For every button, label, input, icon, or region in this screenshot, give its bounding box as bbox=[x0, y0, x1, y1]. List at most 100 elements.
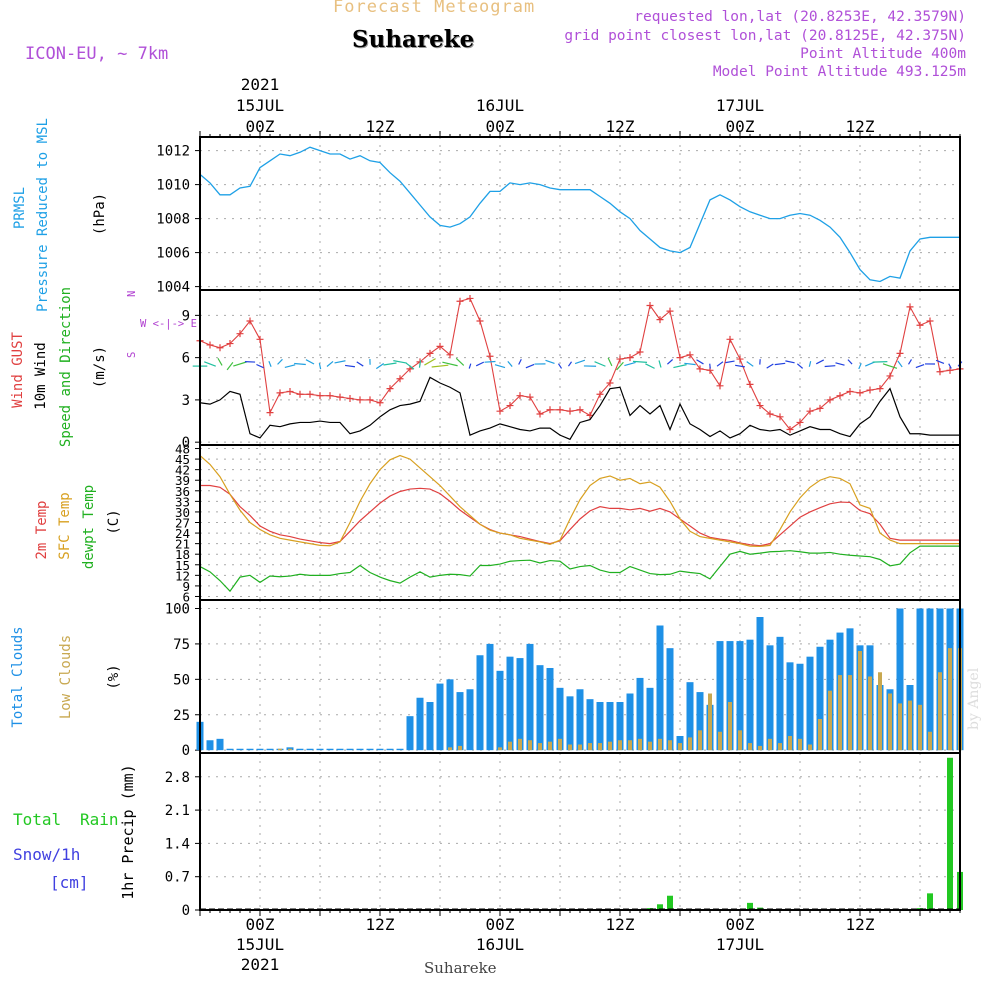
gust-marker bbox=[446, 351, 454, 359]
total-clouds-bar bbox=[696, 692, 704, 751]
total-clouds-bar bbox=[486, 643, 494, 751]
total-clouds-bar bbox=[236, 748, 244, 751]
total-clouds-bar bbox=[566, 696, 574, 751]
bottom-time-label: 00Z bbox=[486, 915, 515, 934]
wind-direction-arrow bbox=[835, 362, 845, 366]
gust-marker bbox=[596, 390, 604, 398]
gust-marker bbox=[676, 354, 684, 362]
low-clouds-bar bbox=[868, 676, 872, 751]
gust-marker bbox=[426, 349, 434, 357]
pressure-subtitle: Pressure Reduced to MSL bbox=[35, 118, 51, 312]
low-clouds-bar bbox=[878, 672, 882, 751]
total-clouds-bar bbox=[796, 663, 804, 751]
wind-direction-arrow bbox=[494, 364, 506, 369]
wind-direction-arrow bbox=[696, 359, 704, 365]
low-clouds-bar bbox=[448, 747, 452, 751]
wind-direction-arrow bbox=[431, 364, 449, 368]
total-clouds-bar bbox=[656, 625, 664, 751]
low-clouds-bar bbox=[458, 745, 462, 751]
total-clouds-bar bbox=[466, 689, 474, 751]
wind-direction-arrow bbox=[808, 361, 812, 367]
y-tick-label: 2.8 bbox=[165, 770, 190, 786]
total-clouds-bar bbox=[576, 689, 584, 751]
top-time-label: 00Z bbox=[246, 117, 275, 136]
gust-marker bbox=[476, 317, 484, 325]
wind-direction-arrow bbox=[233, 361, 247, 367]
y-tick-label: 27 bbox=[175, 516, 190, 531]
y-tick-label: 45 bbox=[175, 452, 190, 467]
total-clouds-bar bbox=[396, 748, 404, 751]
gust-marker bbox=[746, 380, 754, 388]
gust-marker bbox=[786, 426, 794, 433]
total-clouds-title: Total Clouds bbox=[10, 626, 26, 727]
total-clouds-bar bbox=[716, 641, 724, 751]
snow-title: Snow/1h bbox=[13, 845, 80, 864]
gust-marker bbox=[536, 410, 544, 418]
clouds-unit: (%) bbox=[106, 664, 122, 689]
total-clouds-bar bbox=[926, 608, 934, 751]
total-clouds-bar bbox=[376, 748, 384, 751]
app-title: Forecast Meteogram bbox=[333, 0, 536, 17]
y-tick-label: 1008 bbox=[156, 212, 190, 228]
clouds-panel: 0 25 50 75 100 bbox=[165, 600, 964, 759]
total-clouds-bar bbox=[766, 645, 774, 751]
low-clouds-bar bbox=[628, 740, 632, 751]
wind-direction-arrow bbox=[824, 365, 836, 368]
wind-direction-arrow bbox=[418, 360, 422, 368]
total-clouds-bar bbox=[646, 687, 654, 751]
low-clouds-bar bbox=[658, 738, 662, 751]
gust-marker bbox=[626, 354, 634, 362]
y-tick-label: 3 bbox=[182, 393, 190, 409]
wind-direction-arrow bbox=[785, 360, 795, 364]
gust-marker bbox=[726, 335, 734, 343]
gust-marker bbox=[506, 402, 514, 410]
rain-bar bbox=[747, 902, 753, 910]
low-clouds-bar bbox=[578, 744, 582, 751]
gust-marker bbox=[306, 390, 314, 398]
low-clouds-bar bbox=[528, 740, 532, 751]
top-time-label: 12Z bbox=[606, 117, 635, 136]
wind-direction-arrow bbox=[318, 362, 322, 370]
pressure-title: PRMSL bbox=[12, 187, 28, 229]
gust-marker bbox=[556, 406, 564, 414]
sfc-temp-line bbox=[199, 454, 960, 548]
wind-direction-arrow bbox=[518, 358, 522, 365]
total-clouds-bar bbox=[316, 748, 324, 751]
low-clouds-bar bbox=[668, 740, 672, 751]
y-tick-label: 48 bbox=[175, 442, 190, 457]
total-clouds-bar bbox=[536, 665, 544, 751]
low-clouds-bar bbox=[908, 700, 912, 751]
low-clouds-bar bbox=[768, 738, 772, 751]
compass-n-label: N bbox=[126, 291, 138, 297]
wind-direction-arrow bbox=[326, 360, 334, 367]
gust-marker bbox=[366, 396, 374, 404]
y-tick-label: 6 bbox=[182, 351, 190, 367]
low-clouds-bar bbox=[798, 738, 802, 751]
low-clouds-bar bbox=[888, 693, 892, 751]
bottom-time-label: 2021 bbox=[241, 955, 280, 974]
gust-marker bbox=[226, 340, 234, 348]
gust-marker bbox=[326, 392, 334, 400]
wind-direction-arrow bbox=[658, 360, 662, 368]
total-clouds-bar bbox=[816, 646, 824, 751]
bottom-time-label: 00Z bbox=[726, 915, 755, 934]
gust-marker bbox=[836, 392, 844, 400]
total-clouds-bar bbox=[606, 702, 614, 751]
pressure-panel: 1004 1006 1008 1010 1012 bbox=[156, 137, 960, 296]
wind-direction-arrow bbox=[847, 359, 853, 365]
gust-marker bbox=[716, 382, 724, 390]
rain-bar bbox=[947, 757, 953, 910]
top-time-label: 12Z bbox=[366, 117, 395, 136]
total-clouds-bar bbox=[686, 682, 694, 751]
low-clouds-bar bbox=[498, 747, 502, 751]
total-clouds-bar bbox=[546, 668, 554, 751]
y-tick-label: 6 bbox=[182, 589, 190, 604]
y-tick-label: 12 bbox=[175, 568, 190, 583]
low-clouds-bar bbox=[558, 738, 562, 751]
gust-marker bbox=[276, 389, 284, 397]
y-tick-label: 33 bbox=[175, 494, 190, 509]
wind-direction-arrow bbox=[344, 364, 356, 368]
total-clouds-bar bbox=[616, 702, 624, 751]
wind-speed-line bbox=[199, 376, 960, 441]
total-clouds-bar bbox=[726, 641, 734, 751]
